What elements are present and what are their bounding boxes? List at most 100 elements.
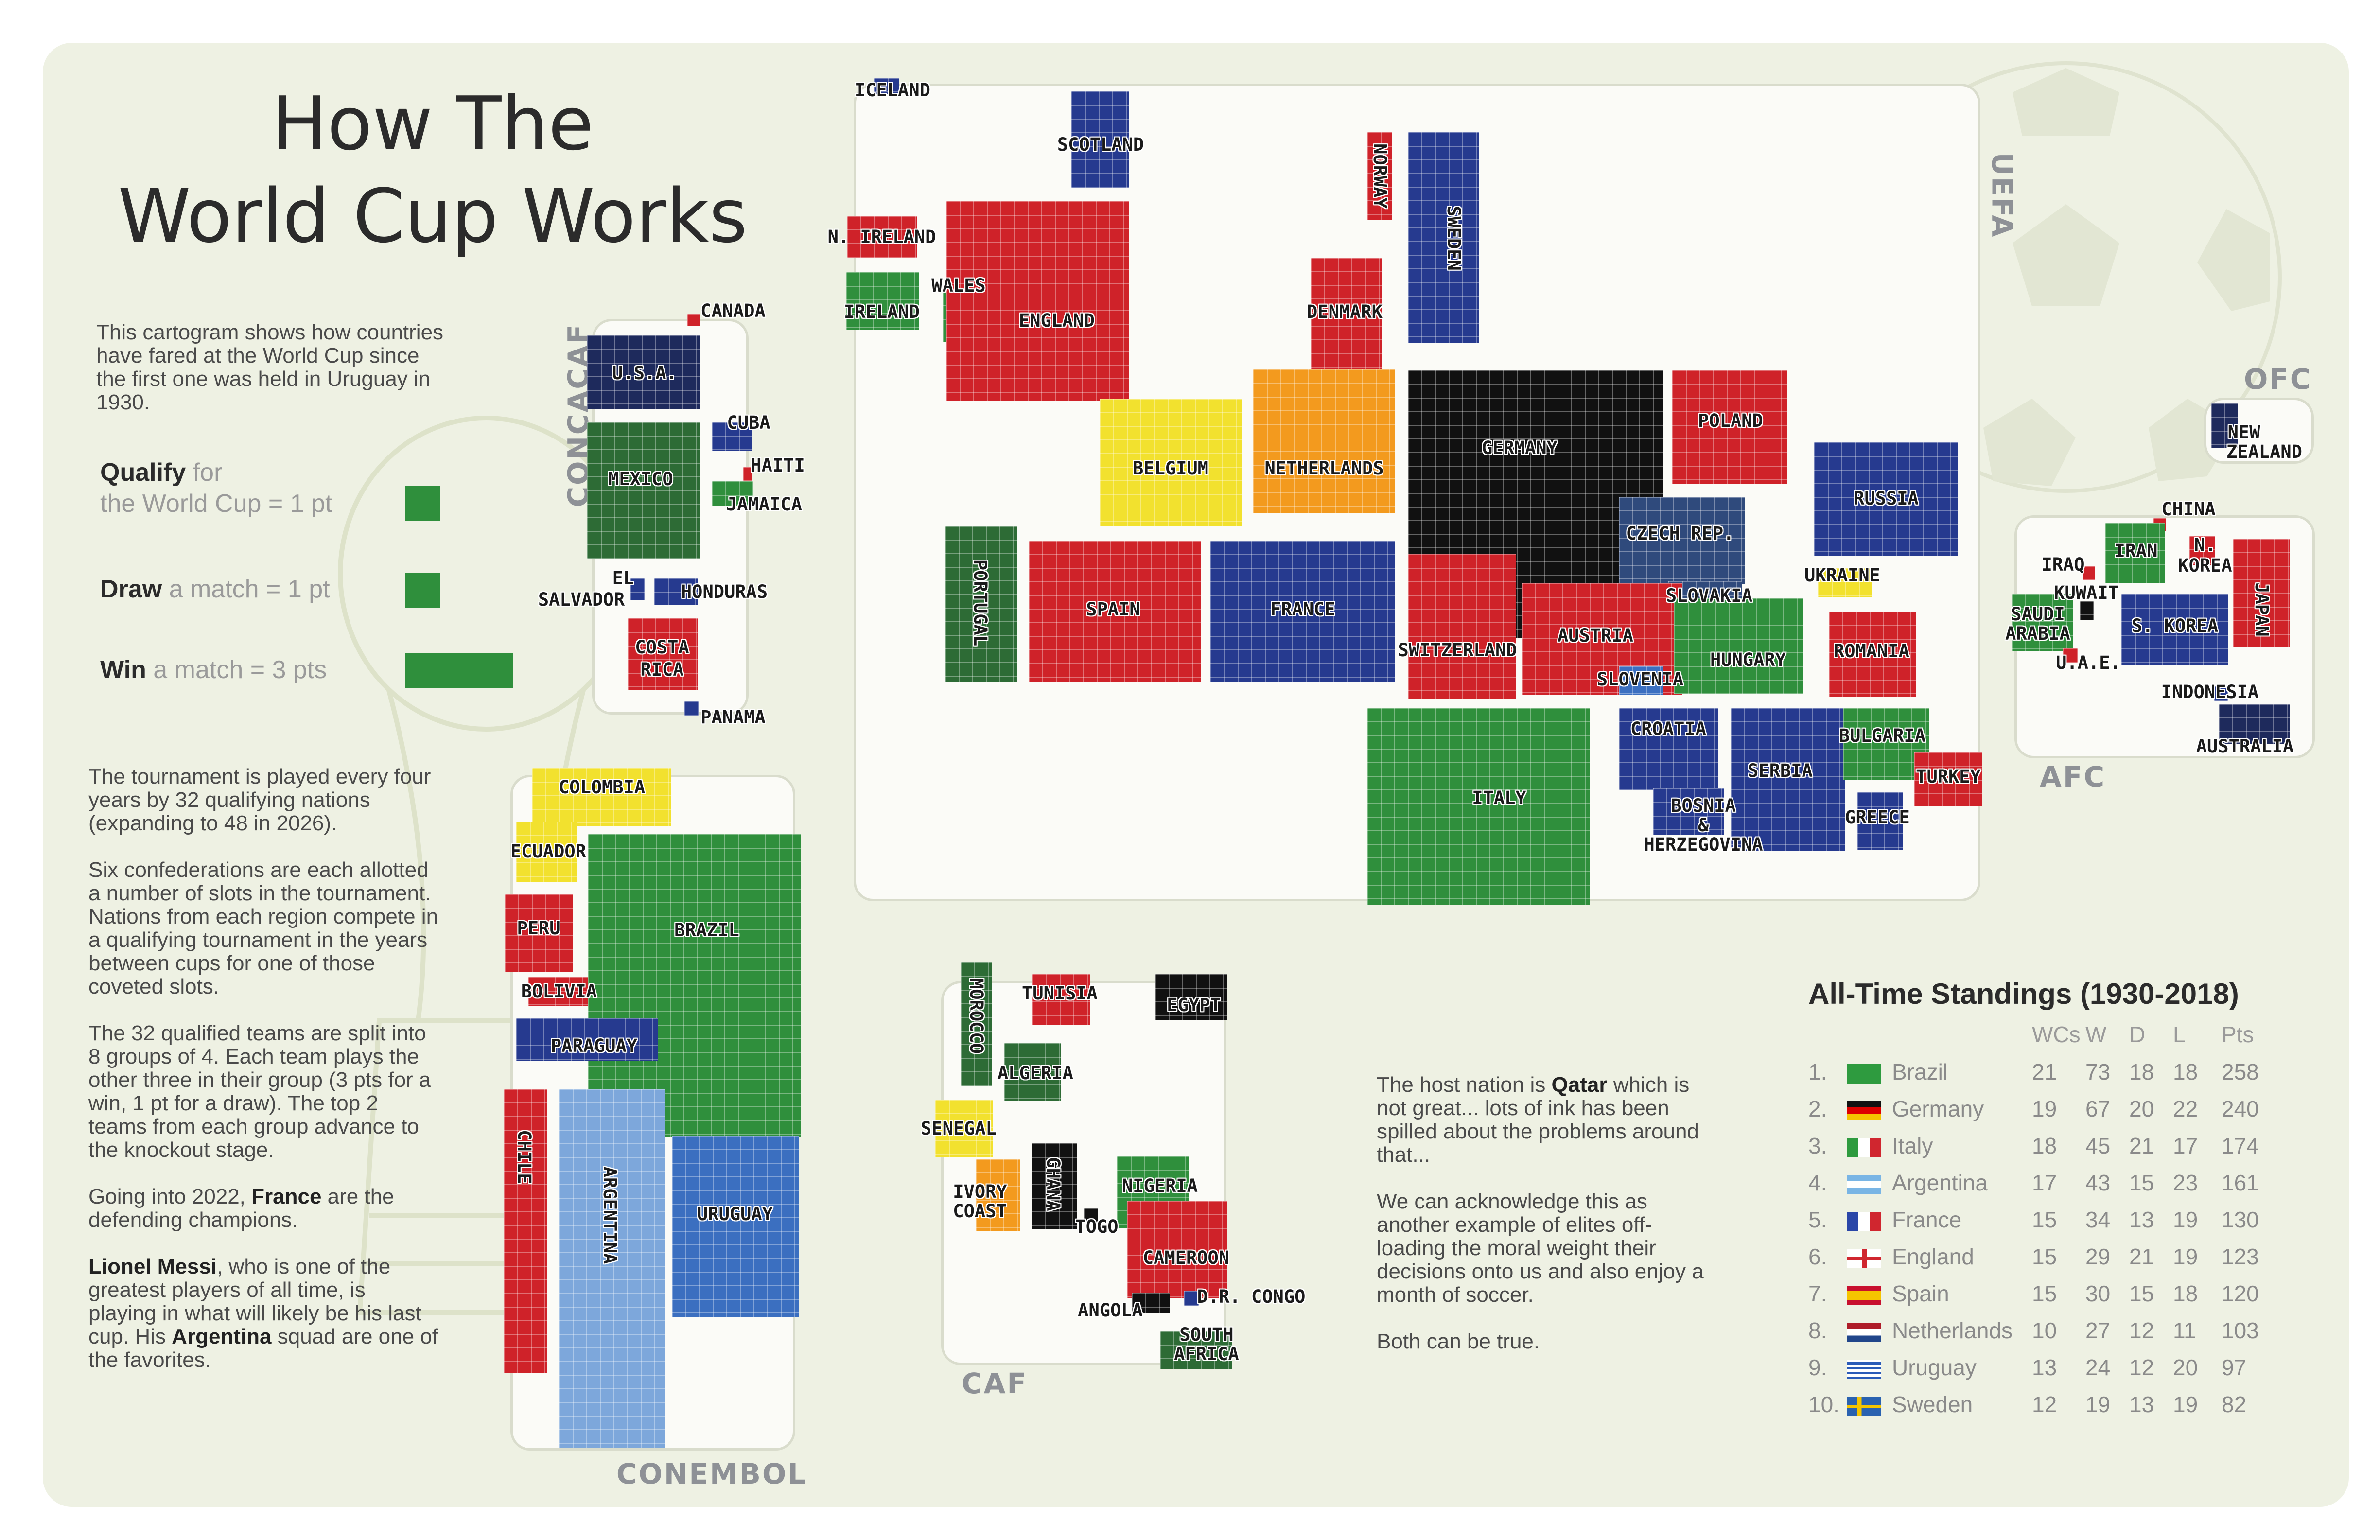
label-bolivia: BOLIVIA bbox=[521, 981, 597, 1002]
cell-rank: 5. bbox=[1808, 1207, 1827, 1232]
label-ivory2: COAST bbox=[953, 1201, 1007, 1222]
standings-row: 4. Argentina 17 43 15 23 161 bbox=[1808, 1164, 2270, 1201]
block-france bbox=[1210, 541, 1395, 682]
legend-qualify-bold: Qualify bbox=[100, 458, 186, 487]
flag-icon bbox=[1847, 1248, 1881, 1268]
label-el2: SALVADOR bbox=[538, 589, 625, 610]
legend-draw: Draw a match = 1 pt bbox=[100, 574, 440, 605]
label-cuba: CUBA bbox=[727, 412, 770, 433]
block-mexico bbox=[587, 422, 700, 559]
standings-row: 7. Spain 15 30 15 18 120 bbox=[1808, 1275, 2270, 1312]
label-tunisia: TUNISIA bbox=[1022, 983, 1098, 1004]
block-peru bbox=[505, 894, 573, 972]
cell-l: 18 bbox=[2173, 1281, 2198, 1306]
title-line-2: World Cup Works bbox=[118, 173, 748, 259]
cell-rank: 4. bbox=[1808, 1170, 1827, 1195]
label-england: ENGLAND bbox=[1019, 310, 1095, 331]
cell-wcs: 15 bbox=[2032, 1281, 2057, 1306]
label-austria: AUSTRIA bbox=[1558, 625, 1633, 646]
legend-win-text: a match = 3 pts bbox=[146, 656, 327, 684]
block-algeria bbox=[1004, 1043, 1061, 1101]
legend-qualify: Qualify for the World Cup = 1 pt bbox=[100, 457, 440, 519]
champions-post: are the defending champions. bbox=[88, 1185, 394, 1232]
legend-qualify-text: for bbox=[186, 458, 223, 487]
confederation-conembol: CONEMBOL bbox=[616, 1457, 807, 1490]
messi-bold: Lionel Messi bbox=[88, 1255, 217, 1278]
cell-w: 34 bbox=[2085, 1207, 2111, 1232]
flag-icon bbox=[1847, 1396, 1881, 1416]
label-jamaica: JAMAICA bbox=[726, 494, 802, 515]
block-iraq bbox=[2082, 566, 2095, 580]
cell-team: England bbox=[1847, 1238, 2032, 1275]
label-costa2: RICA bbox=[640, 659, 684, 680]
block-jamaica bbox=[712, 481, 753, 506]
label-romania: ROMANIA bbox=[1834, 641, 1909, 662]
label-algeria: ALGERIA bbox=[998, 1063, 1073, 1084]
cell-wcs: 21 bbox=[2032, 1059, 2057, 1085]
cell-wcs: 15 bbox=[2032, 1207, 2057, 1232]
host-post: which is not great... lots of ink has be… bbox=[1377, 1073, 1699, 1167]
label-iran: IRAN bbox=[2114, 541, 2158, 561]
label-egypt: EGYPT bbox=[1167, 995, 1221, 1015]
cell-team: France bbox=[1847, 1201, 2032, 1238]
cell-pts: 82 bbox=[2222, 1392, 2247, 1417]
cell-l: 19 bbox=[2173, 1207, 2198, 1232]
cell-l: 20 bbox=[2173, 1355, 2198, 1380]
label-saudi2: ARABIA bbox=[2005, 623, 2070, 644]
label-italy: ITALY bbox=[1472, 788, 1526, 808]
label-panama: PANAMA bbox=[700, 707, 766, 728]
standings-row: 10. Sweden 12 19 13 19 82 bbox=[1808, 1386, 2270, 1423]
standings-panel: All-Time Standings (1930-2018) WCs W D L… bbox=[1808, 977, 2314, 1423]
label-czech: CZECH REP. bbox=[1626, 523, 1734, 544]
cell-pts: 123 bbox=[2222, 1244, 2259, 1269]
cell-team: Sweden bbox=[1847, 1386, 2032, 1423]
block-cameroon bbox=[1127, 1201, 1227, 1298]
block-greece bbox=[1857, 792, 1903, 850]
cell-team: Germany bbox=[1847, 1090, 2032, 1127]
cell-l: 11 bbox=[2173, 1318, 2196, 1343]
flag-icon bbox=[1847, 1322, 1881, 1342]
label-drcongo: D.R. CONGO bbox=[1197, 1286, 1306, 1307]
label-bosnia1: BOSNIA bbox=[1671, 795, 1736, 816]
cell-w: 29 bbox=[2085, 1244, 2111, 1269]
team-name: Sweden bbox=[1892, 1392, 1973, 1417]
block-saudi bbox=[2012, 594, 2073, 651]
block-scotland bbox=[1071, 91, 1129, 188]
label-chile: CHILE bbox=[514, 1130, 535, 1184]
block-uruguay bbox=[672, 1136, 799, 1317]
block-japan bbox=[2233, 539, 2290, 648]
block-chile bbox=[504, 1089, 547, 1373]
cell-pts: 120 bbox=[2222, 1281, 2259, 1306]
label-wales: WALES bbox=[931, 275, 986, 296]
legend-win-swatch bbox=[405, 653, 513, 688]
block-norway bbox=[1367, 132, 1392, 220]
label-uae: U.A.E. bbox=[2056, 652, 2121, 673]
label-honduras: HONDURAS bbox=[681, 581, 768, 602]
block-uae bbox=[2063, 648, 2078, 663]
label-sa1: SOUTH bbox=[1179, 1324, 1234, 1345]
paragraph-champions: Going into 2022, France are the defendin… bbox=[88, 1185, 438, 1232]
label-togo: TOGO bbox=[1075, 1216, 1119, 1237]
block-kuwait bbox=[2080, 601, 2094, 620]
standings-body: 1. Brazil 21 73 18 18 258 2. Germany 19 67 20 22 240 3… bbox=[1808, 1053, 2270, 1423]
page-title: How The World Cup Works bbox=[97, 78, 768, 262]
label-iraq: IRAQ bbox=[2041, 554, 2085, 575]
label-netherlands: NETHERLANDS bbox=[1264, 458, 1384, 479]
confederation-ofc: OFC bbox=[2244, 363, 2312, 396]
label-japan: JAPAN bbox=[2251, 582, 2272, 637]
cell-team: Spain bbox=[1847, 1275, 2032, 1312]
cell-rank: 8. bbox=[1808, 1318, 1827, 1343]
label-morocco: MOROCCO bbox=[966, 978, 987, 1054]
cell-w: 45 bbox=[2085, 1133, 2111, 1158]
standings-row: 8. Netherlands 10 27 12 11 103 bbox=[1808, 1312, 2270, 1349]
cell-team: Argentina bbox=[1847, 1164, 2032, 1201]
block-panama bbox=[684, 701, 699, 716]
paragraph-groups: The 32 qualified teams are split into 8 … bbox=[88, 1021, 431, 1162]
label-nkorea2: KOREA bbox=[2178, 555, 2232, 576]
label-canada: CANADA bbox=[700, 300, 766, 321]
label-ireland: IRELAND bbox=[844, 301, 920, 322]
cell-d: 20 bbox=[2129, 1096, 2154, 1121]
label-cameroon: CAMEROON bbox=[1142, 1247, 1230, 1268]
label-el1: EL bbox=[612, 568, 634, 589]
confederation-afc: AFC bbox=[2040, 760, 2106, 793]
